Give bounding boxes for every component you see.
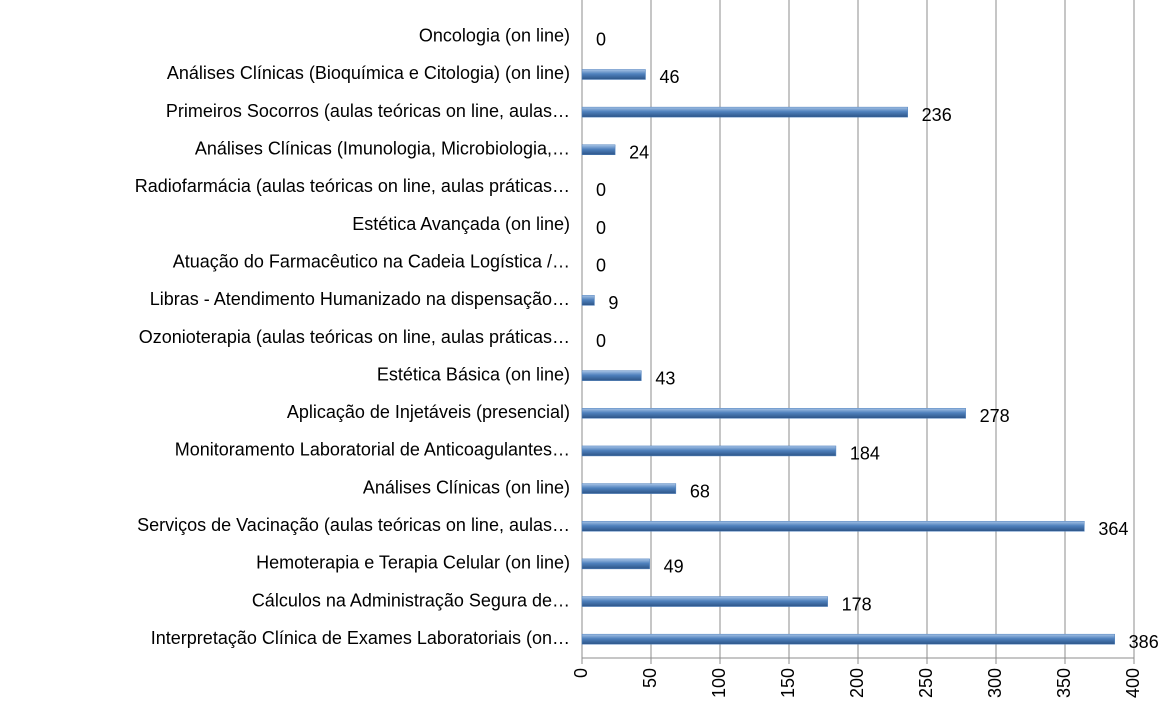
y-tick-label: Cálculos na Administração Segura de… — [252, 590, 570, 610]
value-label: 0 — [596, 331, 606, 351]
y-tick-label: Primeiros Socorros (aulas teóricas on li… — [166, 101, 570, 121]
y-tick-label: Atuação do Farmacêutico na Cadeia Logíst… — [173, 251, 570, 271]
x-tick-label: 250 — [916, 668, 936, 698]
value-label: 386 — [1129, 632, 1159, 652]
y-tick-label: Oncologia (on line) — [419, 26, 570, 46]
x-tick-label: 0 — [571, 668, 591, 678]
y-tick-label: Análises Clínicas (Imunologia, Microbiol… — [195, 139, 570, 159]
bar — [581, 445, 837, 457]
y-tick-label: Radiofarmácia (aulas teóricas on line, a… — [135, 176, 570, 196]
value-label: 0 — [596, 255, 606, 275]
x-tick-label: 100 — [709, 668, 729, 698]
y-tick-label: Interpretação Clínica de Exames Laborato… — [151, 628, 570, 648]
value-label: 364 — [1098, 519, 1128, 539]
y-tick-label: Hemoterapia e Terapia Celular (on line) — [256, 553, 570, 573]
value-label: 184 — [850, 444, 880, 464]
bar — [581, 370, 642, 381]
x-tick-label: 350 — [1054, 668, 1074, 698]
value-label: 68 — [690, 481, 710, 501]
y-tick-label: Aplicação de Injetáveis (presencial) — [287, 402, 570, 422]
x-tick-label: 50 — [640, 668, 660, 688]
value-label: 178 — [842, 594, 872, 614]
value-label: 0 — [596, 218, 606, 238]
y-tick-label: Estética Básica (on line) — [377, 364, 570, 384]
y-tick-label: Ozonioterapia (aulas teóricas on line, a… — [139, 327, 570, 347]
bar — [581, 295, 595, 306]
y-tick-label: Análises Clínicas (on line) — [363, 477, 570, 497]
bar — [581, 558, 650, 570]
y-tick-label: Análises Clínicas (Bioquímica e Citologi… — [167, 63, 570, 83]
bar — [581, 520, 1085, 532]
value-label: 9 — [608, 293, 618, 313]
bar — [581, 106, 908, 118]
value-label: 0 — [596, 180, 606, 200]
x-tick-label: 400 — [1123, 668, 1143, 698]
x-tick-label: 300 — [985, 668, 1005, 698]
bar — [581, 69, 646, 80]
y-tick-label: Monitoramento Laboratorial de Anticoagul… — [175, 440, 570, 460]
bar — [581, 144, 616, 156]
y-tick-label: Serviços de Vacinação (aulas teóricas on… — [137, 515, 570, 535]
x-tick-label: 200 — [847, 668, 867, 698]
value-label: 0 — [596, 30, 606, 50]
x-tick-label: 150 — [778, 668, 798, 698]
y-tick-label: Libras - Atendimento Humanizado na dispe… — [150, 289, 570, 309]
value-label: 43 — [655, 368, 675, 388]
value-label: 46 — [659, 67, 679, 87]
bar — [581, 633, 1115, 645]
value-label: 24 — [629, 143, 649, 163]
value-label: 49 — [664, 557, 684, 577]
bar — [581, 596, 828, 607]
bar — [581, 408, 966, 419]
value-label: 236 — [922, 105, 952, 125]
y-tick-label: Estética Avançada (on line) — [352, 214, 570, 234]
value-label: 278 — [980, 406, 1010, 426]
bar — [581, 483, 677, 494]
